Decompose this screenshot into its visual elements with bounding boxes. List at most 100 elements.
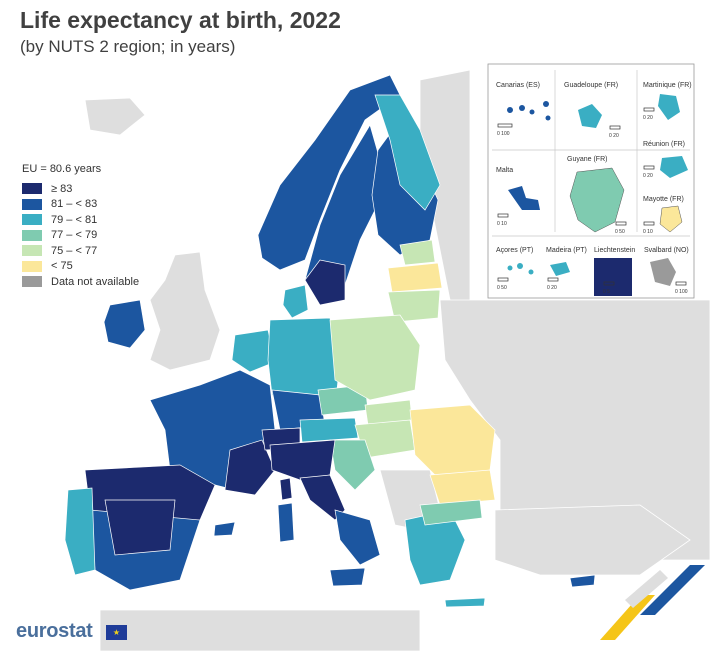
legend-swatch bbox=[22, 245, 42, 257]
inset-mayotte-shape bbox=[659, 205, 683, 233]
legend-item: 81 – < 83 bbox=[22, 197, 139, 213]
inset-label-liechtenstein: Liechtenstein bbox=[594, 247, 635, 254]
iberia-regions bbox=[64, 464, 236, 591]
bulgaria bbox=[429, 469, 496, 506]
inset-acores-shape bbox=[507, 263, 534, 275]
legend-item: 77 – < 79 bbox=[22, 228, 139, 244]
austria bbox=[299, 417, 359, 443]
uk bbox=[149, 251, 221, 371]
inset-label-guyane: Guyane (FR) bbox=[567, 156, 607, 163]
latvia bbox=[387, 262, 443, 293]
nordic-regions bbox=[257, 74, 441, 319]
legend-swatch bbox=[22, 198, 42, 210]
svg-text:0 20: 0 20 bbox=[609, 133, 619, 139]
norway bbox=[257, 74, 401, 271]
portugal bbox=[64, 487, 96, 576]
sicily bbox=[329, 567, 366, 587]
legend-swatch bbox=[22, 260, 42, 272]
iceland bbox=[84, 97, 146, 136]
corsica bbox=[279, 477, 293, 501]
page-subtitle: (by NUTS 2 region; in years) bbox=[20, 37, 236, 56]
benelux bbox=[231, 329, 276, 373]
crete bbox=[444, 597, 486, 608]
inset-guadeloupe-shape bbox=[578, 104, 602, 128]
inset-canarias-shape bbox=[507, 101, 551, 121]
legend-label: < 75 bbox=[51, 260, 73, 273]
baleares bbox=[213, 521, 236, 537]
svg-text:0 20: 0 20 bbox=[643, 173, 653, 179]
western-regions bbox=[149, 314, 496, 506]
inset-reunion-shape bbox=[660, 156, 688, 178]
inset-label-madeira: Madeira (PT) bbox=[546, 247, 587, 254]
inset-label-guadeloupe: Guadeloupe (FR) bbox=[564, 82, 618, 89]
legend-item: < 75 bbox=[22, 259, 139, 275]
legend-item: ≥ 83 bbox=[22, 181, 139, 197]
page-title: Life expectancy at birth, 2022 bbox=[20, 7, 341, 33]
eurostat-logo: eurostat bbox=[16, 620, 93, 642]
legend-label: 75 – < 77 bbox=[51, 244, 98, 257]
inset-malta-shape bbox=[508, 186, 540, 210]
legend-swatch bbox=[22, 214, 42, 226]
svg-text:0 100: 0 100 bbox=[497, 131, 510, 137]
legend-label: 77 – < 79 bbox=[51, 229, 98, 242]
mediterranean-regions bbox=[269, 439, 596, 608]
sweden-south bbox=[304, 259, 346, 306]
inset-label-mayotte: Mayotte (FR) bbox=[643, 196, 684, 203]
legend-item: 75 – < 77 bbox=[22, 243, 139, 259]
france-south bbox=[224, 439, 276, 496]
inset-label-malta: Malta bbox=[496, 167, 513, 174]
inset-martinique-shape bbox=[658, 94, 680, 120]
legend-title: EU = 80.6 years bbox=[22, 163, 102, 175]
croatia-slovenia bbox=[329, 439, 376, 491]
legend-label: Data not available bbox=[51, 275, 140, 288]
turkey bbox=[494, 504, 691, 576]
north-africa bbox=[99, 609, 421, 651]
legend-label: 79 – < 81 bbox=[51, 213, 98, 226]
inset-label-canarias: Canarias (ES) bbox=[496, 82, 540, 89]
italy-north bbox=[269, 439, 336, 481]
inset-scale-labels: 0 100 0 20 0 20 0 20 0 10 0 50 0 10 0 50… bbox=[497, 115, 688, 295]
svg-text:0 50: 0 50 bbox=[615, 229, 625, 235]
non-eu-land bbox=[84, 69, 711, 651]
legend-swatch bbox=[22, 229, 42, 241]
svg-text:0 100: 0 100 bbox=[675, 289, 688, 295]
svg-text:0 50: 0 50 bbox=[497, 285, 507, 291]
inset-label-martinique: Martinique (FR) bbox=[643, 82, 692, 89]
inset-label-acores: Açores (PT) bbox=[496, 247, 533, 254]
legend: EU = 80.6 years ≥ 83 81 – < 83 79 – < 81… bbox=[22, 163, 139, 290]
inset-scale-bars bbox=[497, 107, 687, 286]
denmark bbox=[282, 284, 309, 319]
inset-panel: Canarias (ES) Guadeloupe (FR) Martinique… bbox=[487, 63, 695, 299]
finland-north bbox=[374, 94, 441, 211]
eu-flag-icon: ★ bbox=[106, 625, 127, 640]
corner-decoration bbox=[600, 565, 705, 640]
legend-item: 79 – < 81 bbox=[22, 212, 139, 228]
legend-swatch bbox=[22, 183, 42, 195]
svg-text:0 20: 0 20 bbox=[547, 285, 557, 291]
spain-center bbox=[104, 499, 176, 556]
inset-madeira-shape bbox=[550, 262, 570, 276]
inset-liechtenstein-shape bbox=[594, 258, 632, 296]
poland bbox=[329, 314, 421, 401]
legend-label: ≥ 83 bbox=[51, 182, 73, 195]
legend-item: Data not available bbox=[22, 274, 139, 290]
legend-label: 81 – < 83 bbox=[51, 198, 98, 211]
sardinia bbox=[277, 502, 295, 543]
greece-north bbox=[419, 499, 483, 526]
svg-text:0 10: 0 10 bbox=[643, 229, 653, 235]
estonia bbox=[399, 239, 436, 266]
legend-swatch bbox=[22, 276, 42, 288]
cyprus bbox=[569, 574, 596, 588]
ireland bbox=[103, 299, 146, 349]
baltic-regions bbox=[387, 239, 443, 323]
inset-svalbard-shape bbox=[650, 258, 676, 286]
inset-guyane-shape bbox=[569, 167, 625, 233]
svg-text:0 10: 0 10 bbox=[497, 221, 507, 227]
inset-label-svalbard: Svalbard (NO) bbox=[644, 247, 689, 254]
italy-south bbox=[334, 509, 381, 566]
svg-text:0 20: 0 20 bbox=[643, 115, 653, 121]
inset-label-reunion: Réunion (FR) bbox=[643, 141, 685, 148]
lithuania bbox=[387, 289, 441, 323]
svg-text:0 5: 0 5 bbox=[603, 289, 610, 295]
